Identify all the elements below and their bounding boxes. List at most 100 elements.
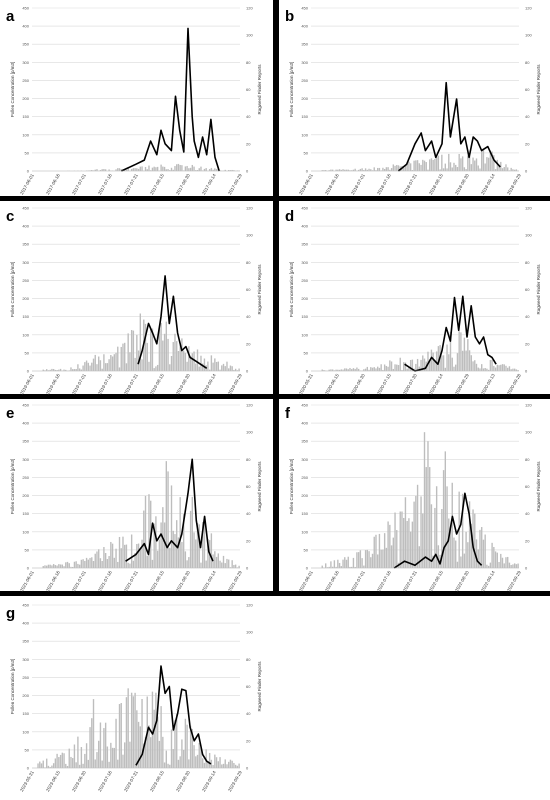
bar (406, 369, 407, 371)
bar (396, 530, 397, 568)
bar (377, 554, 378, 568)
bar (464, 167, 465, 171)
x-tick-label: 2017-06-01 (19, 173, 35, 196)
bar (412, 522, 413, 568)
bar (481, 150, 482, 171)
bar (140, 726, 141, 768)
bar (134, 693, 135, 768)
bar (446, 486, 447, 568)
y-axis-label: Pollen Concentration [p/m3] (289, 62, 294, 118)
y-tick-label: 250 (301, 78, 308, 83)
bar (159, 741, 160, 768)
bar (86, 361, 87, 371)
bar (131, 693, 132, 768)
bar (365, 168, 366, 171)
bar (484, 535, 485, 568)
y2-tick-label: 40 (525, 314, 530, 319)
bar (237, 766, 238, 768)
bar (420, 496, 421, 568)
bar (48, 565, 49, 568)
bar (39, 762, 40, 768)
y-tick-label: 0 (27, 169, 30, 174)
bar (124, 343, 125, 371)
bar (145, 167, 146, 171)
bar (478, 165, 479, 171)
y-tick-label: 200 (22, 296, 29, 301)
bar (483, 148, 484, 171)
bar (141, 540, 142, 568)
bar (173, 749, 174, 768)
bar (497, 160, 498, 171)
y-tick-label: 350 (22, 439, 29, 444)
y-tick-label: 250 (22, 278, 29, 283)
y-tick-label: 450 (301, 206, 308, 211)
divider-horizontal-3 (0, 591, 550, 596)
bar (403, 168, 404, 171)
bar (70, 757, 71, 768)
bar (62, 753, 63, 768)
bar (219, 561, 220, 568)
x-tick-label: 2021-08-30 (175, 570, 191, 593)
bar (46, 566, 47, 568)
bar (472, 158, 473, 171)
bar (452, 358, 453, 371)
y2-axis-label: Ragweed Finder Reports (536, 264, 541, 315)
bar (387, 521, 388, 568)
bar (160, 522, 161, 568)
y2-tick-label: 120 (246, 603, 253, 608)
bar (75, 762, 76, 768)
x-tick-label: 2022-06-01 (298, 570, 314, 593)
bar (185, 166, 186, 171)
bar (93, 359, 94, 371)
bar (419, 163, 420, 171)
bar (148, 166, 149, 171)
bar (186, 725, 187, 768)
bar (181, 338, 182, 371)
x-tick-label: 2020-08-29 (454, 373, 470, 396)
bar (434, 159, 435, 171)
bar (419, 546, 420, 568)
bar (460, 158, 461, 171)
y2-tick-label: 100 (246, 630, 253, 635)
bar (426, 162, 427, 171)
bar (334, 560, 335, 568)
bar (398, 365, 399, 371)
bar (216, 757, 217, 768)
y-tick-label: 350 (301, 242, 308, 247)
bar (360, 550, 361, 568)
panel-letter: g (6, 605, 15, 622)
bar (481, 527, 482, 568)
bar (391, 361, 392, 371)
bar (514, 563, 515, 568)
bar (415, 496, 416, 568)
y2-tick-label: 40 (525, 114, 530, 119)
bar (169, 548, 170, 568)
bar (453, 163, 454, 171)
bar (167, 764, 168, 768)
bar (65, 562, 66, 568)
bar (214, 168, 215, 171)
bar (93, 561, 94, 568)
bar (204, 169, 205, 171)
bar (491, 360, 492, 371)
y-tick-label: 450 (22, 206, 29, 211)
bar (214, 755, 215, 768)
bar (171, 485, 172, 568)
bar (427, 441, 428, 568)
bar (464, 338, 465, 371)
y2-tick-label: 0 (525, 566, 528, 571)
bar (225, 563, 226, 568)
bar (117, 347, 118, 371)
y-axis-label: Pollen Concentration [p/m3] (10, 459, 15, 515)
bar (403, 362, 404, 371)
panel-d: d050100150200250300350400450020406080100… (285, 206, 541, 396)
x-tick-label: 2018-06-01 (298, 173, 314, 196)
x-tick-label: 2019-08-30 (175, 373, 191, 396)
x-tick-label: 2023-09-14 (201, 770, 217, 793)
panel-b: b050100150200250300350400450020406080100… (285, 6, 541, 196)
bar (134, 168, 135, 171)
bar (157, 717, 158, 768)
bar (129, 352, 130, 371)
